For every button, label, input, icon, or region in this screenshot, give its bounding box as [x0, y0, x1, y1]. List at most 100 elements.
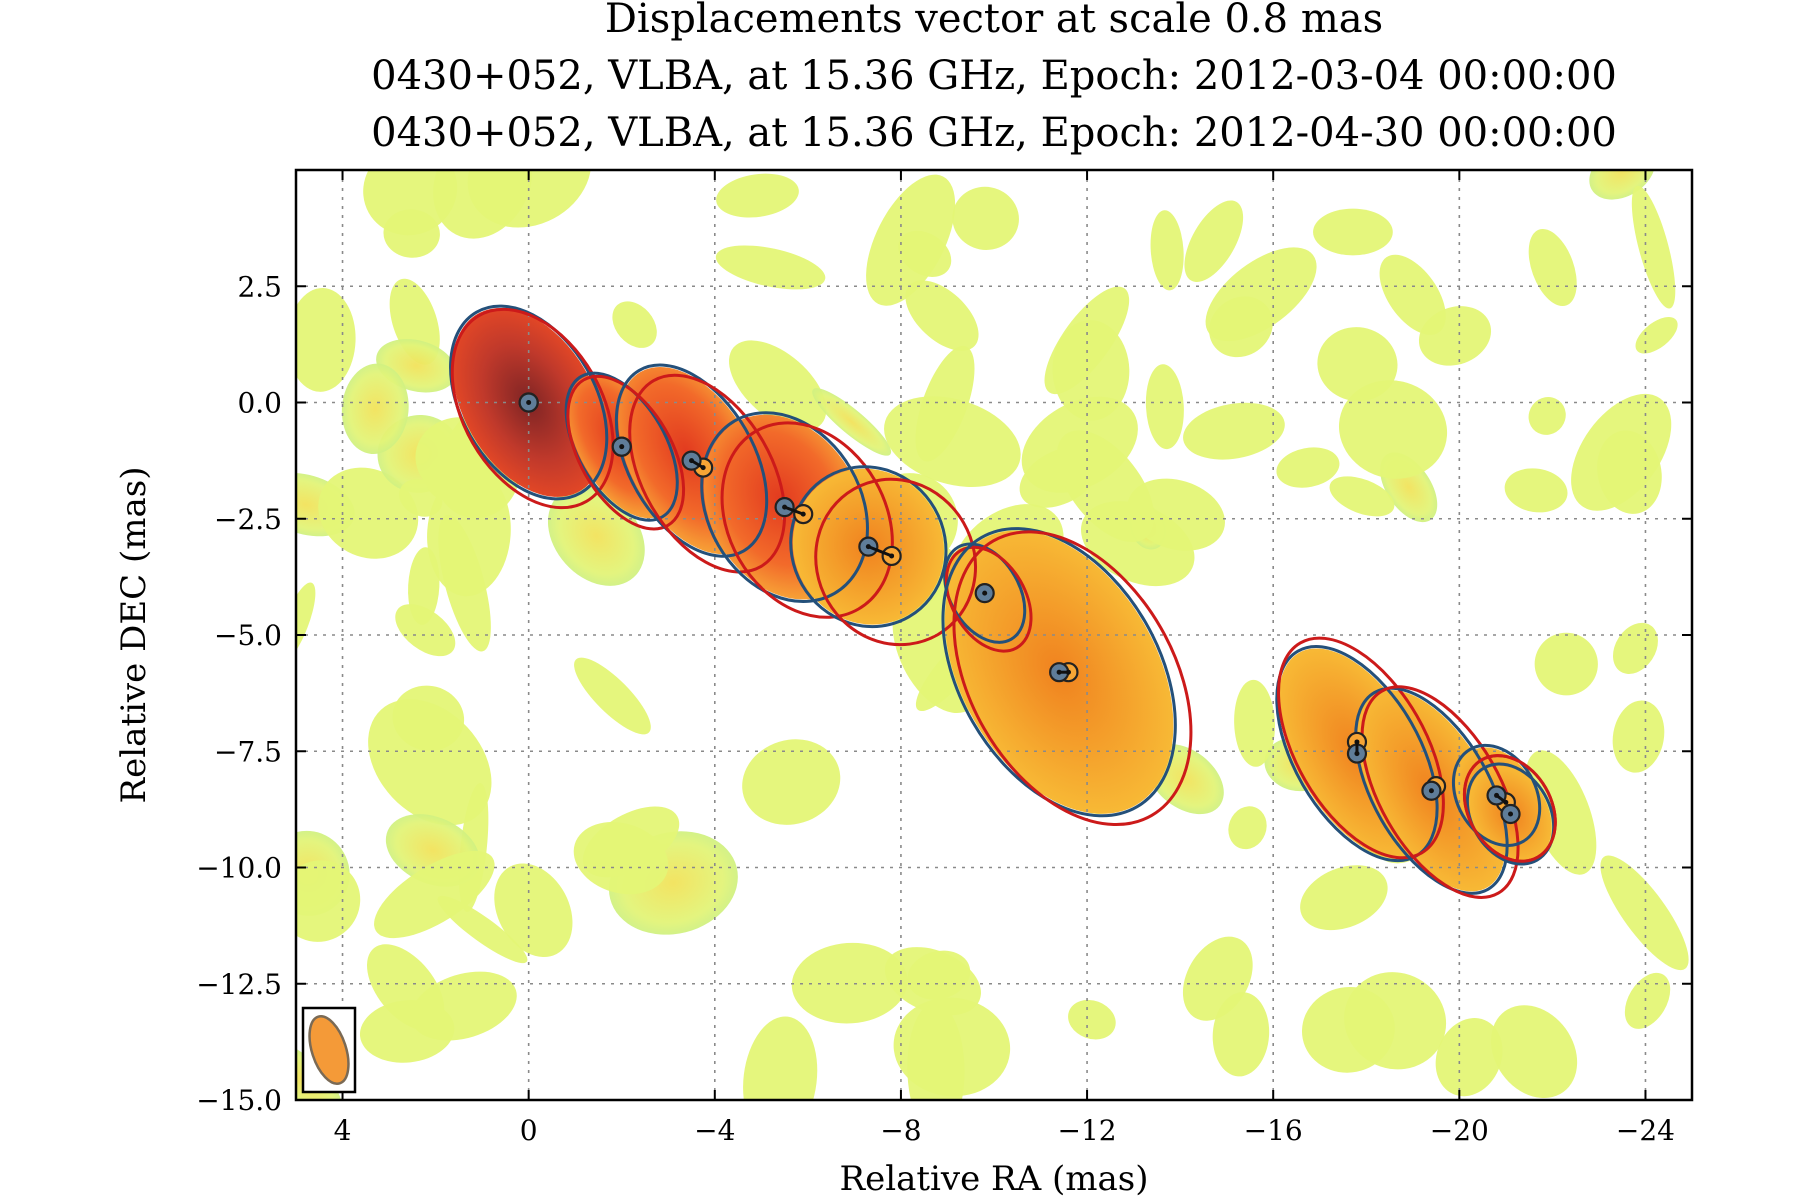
epoch2-contour — [952, 530, 1193, 827]
epoch2-contour — [1462, 754, 1557, 863]
noise-blob — [1068, 999, 1116, 1040]
epoch2-contour — [944, 545, 1033, 653]
noise-blob — [1612, 700, 1665, 773]
x-tick-label: −16 — [1244, 1114, 1303, 1147]
noise-blob — [715, 245, 826, 290]
noise-blob — [743, 1016, 818, 1100]
noise-blob — [296, 287, 356, 392]
noise-blob — [411, 971, 517, 1041]
x-tick-label: −20 — [1430, 1114, 1489, 1147]
x-tick-label: 4 — [334, 1114, 352, 1147]
noise-blob — [582, 806, 680, 878]
noise-blob — [866, 174, 956, 306]
displacement-arrowhead — [889, 553, 895, 559]
noise-blob — [374, 850, 495, 939]
noise-blob — [1435, 1018, 1503, 1097]
x-tick-label: −8 — [880, 1114, 921, 1147]
y-axis-label: Relative DEC (mas) — [114, 467, 154, 804]
noise-blob — [1127, 478, 1225, 551]
noise-blob — [952, 186, 1019, 251]
noise-blob — [742, 739, 841, 825]
noise-blob — [1528, 397, 1566, 435]
plot-area — [296, 170, 1692, 1100]
displacement-vector — [867, 545, 893, 558]
y-tick-label: −2.5 — [214, 503, 282, 536]
noise-blob — [1313, 208, 1393, 256]
component-center-dot — [526, 400, 532, 405]
component-markers — [518, 392, 1521, 825]
component-center-dot — [689, 458, 695, 464]
x-tick-label: −12 — [1058, 1114, 1117, 1147]
chart-subtitle-epoch2: 0430+052, VLBA, at 15.36 GHz, Epoch: 201… — [371, 110, 1617, 156]
x-tick-label: −4 — [694, 1114, 735, 1147]
noise-blob — [1145, 364, 1184, 450]
noise-blob — [728, 340, 827, 431]
axis-ticks: 4 0 −4 −8 −12 −16 −20 −24 2.5 0.0 −2.5 −5.0 −7.5 −10.… — [196, 170, 1692, 1147]
chart-title: Displacements vector at scale 0.8 mas — [605, 0, 1383, 42]
component-center-dot — [865, 544, 871, 550]
component-center-dot — [1354, 751, 1360, 757]
x-tick-label: 0 — [520, 1114, 538, 1147]
epoch1-contour — [1354, 686, 1509, 895]
noise-blob — [893, 997, 1011, 1097]
x-axis-label: Relative RA (mas) — [840, 1159, 1149, 1199]
y-tick-label: −10.0 — [196, 852, 282, 885]
noise-blob — [716, 173, 799, 218]
noise-blob — [1624, 972, 1671, 1029]
noise-blob — [395, 604, 456, 657]
noise-blob — [1600, 855, 1689, 971]
noise-blob — [494, 863, 573, 958]
y-tick-label: −7.5 — [214, 735, 282, 768]
y-tick-label: −15.0 — [196, 1084, 282, 1117]
noise-blob — [341, 363, 409, 455]
noise-blob — [1150, 210, 1184, 291]
noise-blob — [905, 280, 979, 351]
noise-blob — [1490, 1005, 1578, 1099]
y-tick-label: 0.0 — [237, 387, 282, 420]
displacement-arrowhead — [1503, 799, 1509, 805]
contours — [449, 304, 1557, 899]
noise-blob — [1631, 185, 1676, 309]
noise-blob — [1205, 247, 1317, 342]
noise-blob — [1635, 317, 1678, 354]
noise-blob — [318, 467, 419, 559]
component-center-dot — [782, 504, 788, 510]
component-center-dot — [982, 590, 988, 596]
noise-blob — [1184, 200, 1244, 282]
noise-blob — [383, 209, 440, 258]
noise-blob — [1589, 170, 1656, 200]
component-center-dot — [1428, 788, 1434, 794]
noise-blob — [437, 895, 528, 964]
noise-blob — [1056, 430, 1155, 543]
beam-ellipse — [308, 1015, 350, 1085]
epoch1-contour — [614, 363, 769, 558]
noise-blob — [884, 396, 1021, 487]
noise-blob — [612, 301, 657, 348]
component-center-dot — [1508, 811, 1514, 817]
displacement-arrowhead — [800, 511, 806, 517]
noise-blob — [296, 860, 361, 942]
displacement-arrowhead — [1354, 739, 1360, 745]
noise-blob — [1044, 286, 1130, 395]
noise-blob — [907, 950, 971, 1000]
noise-blob — [791, 942, 908, 1024]
noise-blob — [1534, 632, 1598, 696]
noise-blob — [1301, 986, 1395, 1073]
noise-blob — [1612, 622, 1658, 674]
noise-blob — [1300, 865, 1388, 931]
y-tick-label: −12.5 — [196, 968, 282, 1001]
y-tick-label: −5.0 — [214, 619, 282, 652]
y-tick-label: 2.5 — [237, 270, 282, 303]
noise-blob — [1234, 679, 1275, 767]
grid-lines — [296, 170, 1692, 1100]
component-center-dot — [1056, 669, 1062, 675]
noise-blob — [574, 657, 651, 735]
noise-blob — [812, 388, 892, 456]
epoch1-contour — [941, 527, 1177, 818]
noise-blob — [363, 170, 458, 236]
noise-blob — [1504, 468, 1568, 513]
noise-blob — [1276, 447, 1340, 488]
noise-blob — [1228, 806, 1267, 850]
epoch2-contour — [566, 374, 686, 531]
